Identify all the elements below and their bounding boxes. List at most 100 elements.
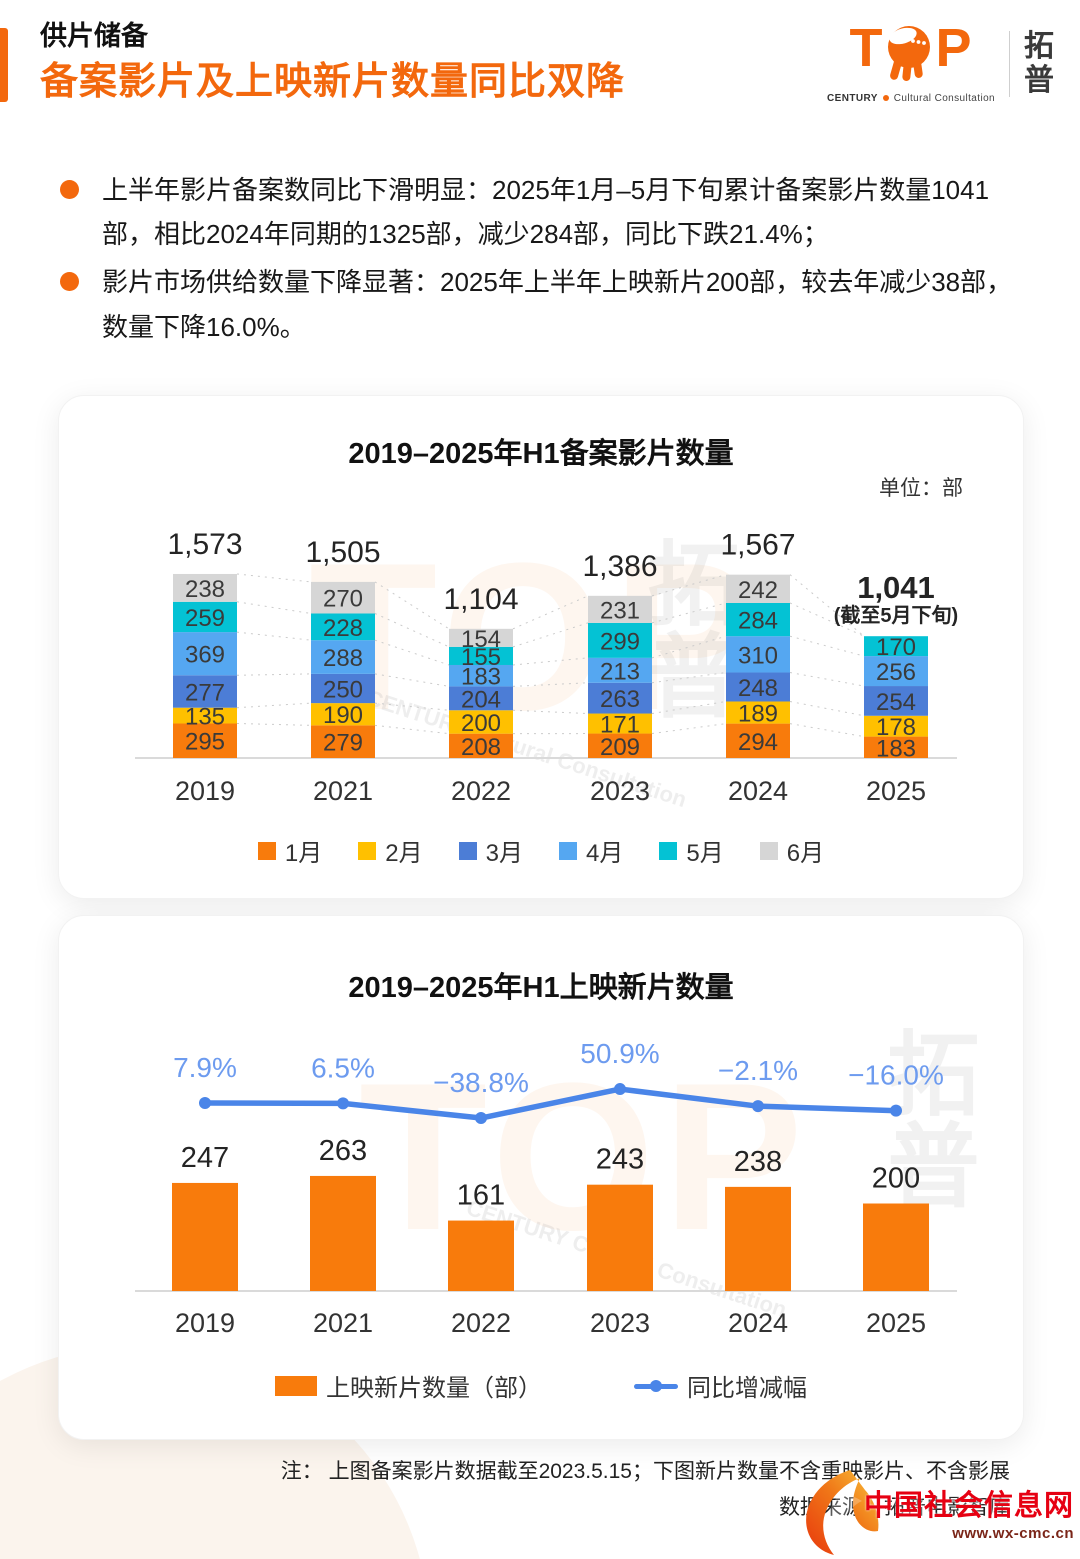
segment-value-label: 155 bbox=[461, 644, 501, 671]
logo-chinese-name: 拓 普 bbox=[1024, 30, 1054, 97]
header-accent-bar bbox=[0, 28, 8, 102]
segment-value-label: 190 bbox=[323, 702, 363, 729]
segment-value-label: 250 bbox=[323, 677, 363, 704]
connector-line bbox=[374, 673, 450, 687]
connector-line bbox=[374, 702, 450, 711]
watermark-sub-text: CENTURY Cultural Consultation bbox=[363, 684, 690, 813]
connector-line bbox=[651, 635, 727, 659]
pct-label: −2.1% bbox=[718, 1055, 798, 1086]
summary-bullets: 上半年影片备案数同比下滑明显：2025年1月–5月下旬累计备案影片数量1041部… bbox=[60, 168, 1028, 353]
segment-value-label: 135 bbox=[185, 704, 225, 731]
bar-group-2022: 161 2022 bbox=[448, 1180, 514, 1338]
connector-line bbox=[236, 601, 312, 614]
bar-segment-2022-6月 bbox=[449, 628, 513, 647]
bar-segment-2021-2月 bbox=[311, 703, 375, 726]
connector-line bbox=[651, 671, 727, 684]
bar-segment-2024-4月 bbox=[726, 636, 790, 673]
connector-line bbox=[512, 622, 589, 648]
segment-value-label: 310 bbox=[738, 642, 778, 669]
section-label: 供片储备 bbox=[40, 21, 148, 51]
year-label: 2021 bbox=[313, 776, 373, 806]
bar-segment-2023-3月 bbox=[588, 682, 652, 714]
bar-segment-2025-4月 bbox=[864, 656, 928, 687]
segment-value-label: 254 bbox=[876, 689, 916, 716]
bar-segment-2025-1月 bbox=[864, 736, 928, 758]
total-label: 1,104 bbox=[443, 583, 518, 616]
total-label: 1,386 bbox=[582, 550, 657, 583]
connector-line bbox=[789, 574, 865, 637]
badge-site-name: 中国社会信息网 bbox=[863, 1490, 1074, 1522]
bar-segment-2024-6月 bbox=[726, 574, 790, 603]
connector-line bbox=[651, 602, 727, 624]
logo-tagline: CENTURY Cultural Consultation bbox=[827, 93, 995, 104]
legend-item-line: 同比增减幅 bbox=[634, 1368, 807, 1403]
logo-century-label: CENTURY bbox=[827, 92, 878, 104]
new-releases-chart-card: TOP 拓普 CENTURY Cultural Consultation 201… bbox=[58, 915, 1024, 1440]
logo-tagline-text: Cultural Consultation bbox=[893, 92, 995, 104]
flame-icon bbox=[806, 1470, 879, 1555]
bar-segment-2023-4月 bbox=[588, 657, 652, 683]
line-dot-swatch-icon bbox=[634, 1379, 678, 1393]
bar-segment-2019-5月 bbox=[173, 601, 237, 633]
connector-line bbox=[789, 602, 865, 637]
connector-line bbox=[374, 581, 450, 630]
legend-label: 5月 bbox=[686, 840, 724, 867]
bar-segment-2024-2月 bbox=[726, 701, 790, 724]
connector-line bbox=[789, 635, 865, 657]
total-label: 1,567 bbox=[720, 529, 795, 562]
segment-value-label: 238 bbox=[185, 576, 225, 603]
bar-segment-2022-2月 bbox=[449, 710, 513, 734]
segment-value-label: 208 bbox=[461, 734, 501, 761]
bar-segment-2022-3月 bbox=[449, 686, 513, 711]
bar-value-label: 247 bbox=[181, 1142, 229, 1174]
bullet-item-1: 上半年影片备案数同比下滑明显：2025年1月–5月下旬累计备案影片数量1041部… bbox=[60, 168, 1028, 256]
chart1-unit-label: 单位：部 bbox=[879, 477, 963, 500]
bullet-text-2: 影片市场供给数量下降显著：2025年上半年上映新片200部，较去年减少38部，数… bbox=[102, 267, 1013, 342]
logo-cn-char-2: 普 bbox=[1024, 63, 1054, 97]
yoy-line bbox=[202, 1086, 899, 1121]
data-source: 数据来源：拓普电影智库 bbox=[779, 1496, 1010, 1519]
chart2-title: 2019–2025年H1上映新片数量 bbox=[348, 972, 734, 1004]
watermark-cn-text: 拓普 bbox=[874, 1026, 976, 1210]
footnote: 注： 上图备案影片数据截至2023.5.15；下图新片数量不含重映影片、不含影展 bbox=[280, 1460, 1010, 1483]
connector-line bbox=[374, 724, 450, 735]
connector-line bbox=[512, 657, 589, 666]
bar-2021 bbox=[310, 1175, 376, 1291]
line-point-2019 bbox=[199, 1096, 211, 1109]
total-annotation: (截至5月下旬) bbox=[834, 603, 958, 627]
bar-group-2019: 247 2019 bbox=[172, 1142, 238, 1338]
bullet-item-2: 影片市场供给数量下降显著：2025年上半年上映新片200部，较去年减少38部，数… bbox=[60, 260, 1028, 348]
bar-segment-2021-3月 bbox=[311, 673, 375, 704]
segment-value-label: 231 bbox=[600, 597, 640, 624]
bar-segment-2024-3月 bbox=[726, 672, 790, 702]
bar-value-label: 200 bbox=[872, 1163, 920, 1195]
year-label: 2024 bbox=[728, 1308, 788, 1338]
legend-swatch-icon bbox=[358, 841, 377, 860]
legend-label: 2月 bbox=[385, 840, 423, 867]
legend-swatch-icon bbox=[659, 841, 678, 860]
segment-value-label: 288 bbox=[323, 645, 363, 672]
chart1-legend: 1月 2月 3月 4月 5月 6月 bbox=[59, 833, 1023, 868]
watermark-sub-text: CENTURY Cultural Consultation bbox=[463, 1194, 790, 1323]
bar-segment-2025-5月 bbox=[864, 636, 928, 657]
year-label: 2025 bbox=[866, 1308, 926, 1338]
bar-segment-2023-6月 bbox=[588, 595, 652, 623]
legend-swatch-icon bbox=[559, 841, 577, 860]
connector-line bbox=[236, 722, 312, 726]
connector-line bbox=[651, 574, 727, 597]
bar-2022 bbox=[448, 1220, 514, 1291]
segment-value-label: 204 bbox=[461, 686, 501, 713]
bar-value-label: 161 bbox=[457, 1180, 505, 1212]
segment-value-label: 171 bbox=[600, 712, 640, 739]
site-watermark-badge: 中国社会信息网 www.wx-cmc.cn bbox=[796, 1468, 1074, 1556]
pct-label: 7.9% bbox=[173, 1052, 237, 1083]
legend-label: 1月 bbox=[284, 840, 323, 867]
connector-line bbox=[236, 702, 312, 709]
year-label: 2023 bbox=[590, 776, 650, 806]
connector-line bbox=[789, 671, 865, 687]
logo-divider bbox=[1009, 30, 1010, 97]
connector-line bbox=[236, 573, 312, 583]
year-label: 2019 bbox=[175, 1308, 235, 1338]
bar-segment-2019-1月 bbox=[173, 723, 237, 758]
